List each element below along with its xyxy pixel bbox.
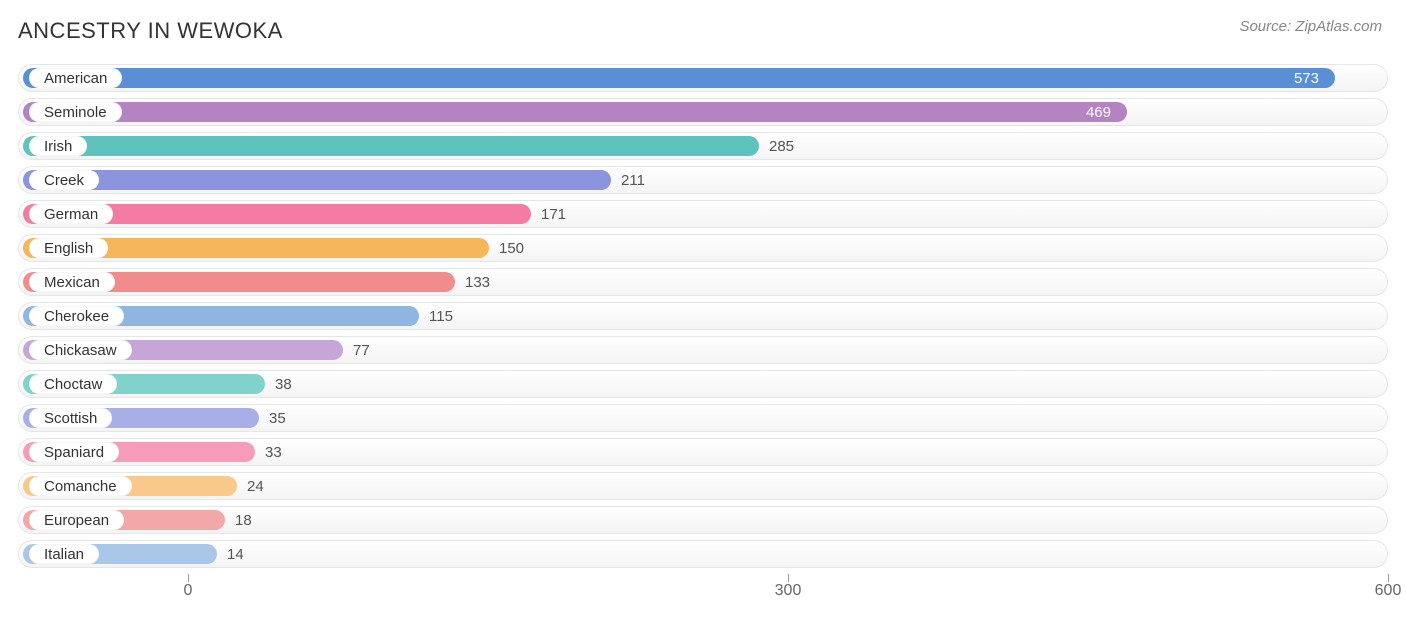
- category-pill: European: [29, 510, 124, 530]
- value-label: 285: [769, 133, 794, 159]
- value-label: 35: [269, 405, 286, 431]
- axis-tick-label: 600: [1375, 582, 1402, 600]
- bar-row: Mexican 133: [18, 268, 1388, 296]
- bar-row: European 18: [18, 506, 1388, 534]
- category-label: Cherokee: [44, 308, 109, 325]
- category-pill: American: [29, 68, 122, 88]
- category-label: Scottish: [44, 410, 97, 427]
- category-pill: Italian: [29, 544, 99, 564]
- bar-row: Creek 211: [18, 166, 1388, 194]
- bar: [23, 68, 1335, 88]
- value-label: 573: [1294, 65, 1319, 91]
- bar-row: Choctaw 38: [18, 370, 1388, 398]
- x-axis: 0300600: [18, 574, 1388, 604]
- bar-row: Irish 285: [18, 132, 1388, 160]
- category-pill: Comanche: [29, 476, 132, 496]
- axis-tick-label: 0: [184, 582, 193, 600]
- category-pill: Chickasaw: [29, 340, 132, 360]
- bar: [23, 102, 1127, 122]
- value-label: 150: [499, 235, 524, 261]
- value-label: 38: [275, 371, 292, 397]
- category-label: Creek: [44, 172, 84, 189]
- bar-row: Scottish 35: [18, 404, 1388, 432]
- category-pill: Scottish: [29, 408, 112, 428]
- bar-row: Spaniard 33: [18, 438, 1388, 466]
- value-label: 115: [429, 303, 453, 329]
- chart-source: Source: ZipAtlas.com: [1239, 18, 1382, 35]
- category-label: Choctaw: [44, 376, 102, 393]
- category-pill: Seminole: [29, 102, 122, 122]
- category-pill: Spaniard: [29, 442, 119, 462]
- axis-tick: [1388, 574, 1389, 582]
- category-pill: Choctaw: [29, 374, 117, 394]
- bar: [23, 136, 759, 156]
- category-label: American: [44, 70, 107, 87]
- bar-row: Italian 14: [18, 540, 1388, 568]
- category-label: Seminole: [44, 104, 107, 121]
- category-pill: Cherokee: [29, 306, 124, 326]
- bar-row: Seminole 469: [18, 98, 1388, 126]
- value-label: 24: [247, 473, 264, 499]
- chart-header: ANCESTRY IN WEWOKA Source: ZipAtlas.com: [18, 18, 1388, 44]
- value-label: 33: [265, 439, 282, 465]
- value-label: 18: [235, 507, 252, 533]
- bar-row: Chickasaw 77: [18, 336, 1388, 364]
- category-label: Comanche: [44, 478, 117, 495]
- category-label: Spaniard: [44, 444, 104, 461]
- axis-tick-label: 300: [775, 582, 802, 600]
- value-label: 171: [541, 201, 566, 227]
- axis-tick: [788, 574, 789, 582]
- category-pill: German: [29, 204, 113, 224]
- category-label: European: [44, 512, 109, 529]
- bar-row: German 171: [18, 200, 1388, 228]
- value-label: 211: [621, 167, 645, 193]
- category-label: Mexican: [44, 274, 100, 291]
- chart-area: American 573 Seminole 469 Irish 285 Creek 211 Ge…: [18, 64, 1388, 568]
- category-label: English: [44, 240, 93, 257]
- bar-row: Comanche 24: [18, 472, 1388, 500]
- bar: [23, 170, 611, 190]
- chart-title: ANCESTRY IN WEWOKA: [18, 18, 283, 44]
- category-label: German: [44, 206, 98, 223]
- value-label: 77: [353, 337, 370, 363]
- bar-row: Cherokee 115: [18, 302, 1388, 330]
- category-label: Irish: [44, 138, 72, 155]
- category-label: Italian: [44, 546, 84, 563]
- category-pill: English: [29, 238, 108, 258]
- category-pill: Irish: [29, 136, 87, 156]
- value-label: 133: [465, 269, 490, 295]
- category-pill: Mexican: [29, 272, 115, 292]
- value-label: 14: [227, 541, 244, 567]
- bar-row: American 573: [18, 64, 1388, 92]
- category-label: Chickasaw: [44, 342, 117, 359]
- value-label: 469: [1086, 99, 1111, 125]
- axis-tick: [188, 574, 189, 582]
- bar-row: English 150: [18, 234, 1388, 262]
- category-pill: Creek: [29, 170, 99, 190]
